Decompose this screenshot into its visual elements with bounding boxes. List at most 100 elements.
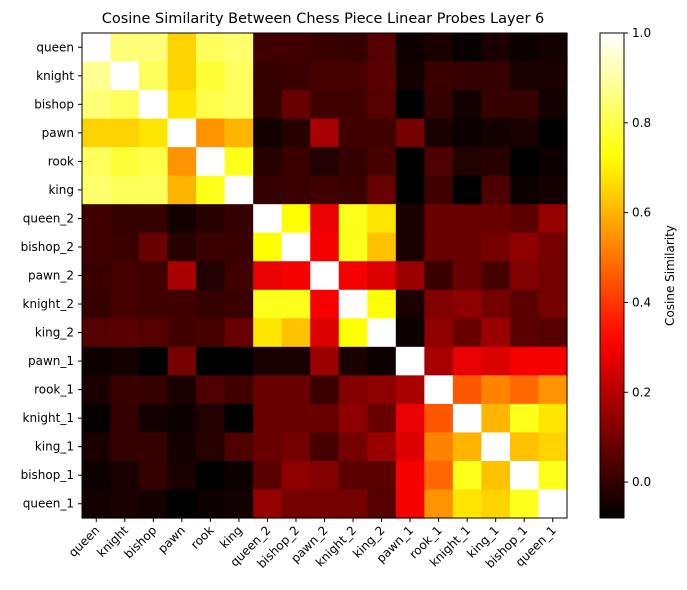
heatmap-cell (395, 261, 425, 291)
heatmap-cell (481, 432, 511, 462)
heatmap-cell (224, 403, 254, 434)
heatmap-cell (481, 33, 511, 63)
heatmap-cell (82, 61, 112, 91)
heatmap-cell (481, 318, 511, 348)
heatmap-cell (110, 289, 140, 319)
heatmap-cell (338, 147, 368, 177)
heatmap-cell (452, 289, 483, 319)
heatmap-cell (424, 90, 454, 120)
heatmap-cell (139, 375, 169, 405)
heatmap-cell (82, 204, 112, 234)
heatmap-cell (481, 204, 511, 234)
heatmap-cell (424, 346, 454, 376)
heatmap-cell (452, 61, 483, 91)
heatmap-cell (452, 318, 483, 348)
heatmap-cell (82, 261, 112, 291)
heatmap-cell (452, 460, 483, 491)
heatmap-cell (310, 403, 340, 434)
heatmap-cell (452, 147, 483, 177)
heatmap-cell (310, 460, 340, 491)
heatmap-cell (395, 118, 425, 148)
heatmap-cell (224, 118, 254, 148)
heatmap-cell (310, 318, 340, 348)
heatmap-cell (310, 204, 340, 234)
y-tick-label: knight (36, 69, 74, 83)
heatmap-cell (167, 118, 197, 148)
heatmap-cell (310, 90, 340, 120)
heatmap-cell (82, 318, 112, 348)
heatmap-cell (367, 346, 397, 376)
heatmap-cell (395, 90, 425, 120)
heatmap-cell (424, 261, 454, 291)
heatmap-cell (538, 403, 568, 434)
heatmap-cell (139, 289, 169, 319)
heatmap-cell (452, 489, 483, 519)
heatmap-cell (452, 432, 483, 462)
heatmap-cell (424, 61, 454, 91)
heatmap-cell (395, 175, 425, 205)
heatmap-cell (395, 33, 425, 63)
heatmap-cell (424, 175, 454, 205)
heatmap-cell (224, 460, 254, 491)
heatmap-cell (509, 147, 540, 177)
y-tick-label: king (48, 183, 74, 197)
heatmap-cell (509, 432, 540, 462)
heatmap-cell (224, 289, 254, 319)
heatmap-cell (338, 489, 368, 519)
heatmap-cell (139, 147, 169, 177)
y-tick-label: rook_1 (34, 383, 74, 397)
heatmap-cell (395, 289, 425, 319)
heatmap-cell (481, 346, 511, 376)
heatmap-cell (82, 403, 112, 434)
heatmap-cell (310, 261, 340, 291)
heatmap-cell (110, 432, 140, 462)
heatmap-cell (82, 346, 112, 376)
heatmap-cell (281, 489, 311, 519)
heatmap-cell (338, 33, 368, 63)
colorbar-tick-label: 0.6 (632, 206, 651, 220)
heatmap-cell (253, 460, 283, 491)
heatmap-cell (82, 90, 112, 120)
heatmap-cell (452, 403, 483, 434)
heatmap-cell (139, 432, 169, 462)
heatmap-cell (224, 175, 254, 205)
heatmap-cell (139, 204, 169, 234)
heatmap-cell (310, 175, 340, 205)
heatmap-cell (538, 204, 568, 234)
heatmap-cell (509, 33, 540, 63)
heatmap-cell (424, 289, 454, 319)
heatmap-cell (509, 489, 540, 519)
heatmap-cell (310, 289, 340, 319)
heatmap-cell (452, 90, 483, 120)
heatmap-cell (481, 90, 511, 120)
heatmap-cell (281, 403, 311, 434)
heatmap-cell (281, 318, 311, 348)
heatmap-cell (196, 403, 226, 434)
heatmap-cell (224, 375, 254, 405)
heatmap-cell (481, 460, 511, 491)
y-tick-label: bishop_1 (21, 468, 74, 482)
heatmap-cell (310, 375, 340, 405)
y-tick-label: queen (36, 40, 74, 54)
heatmap-cell (509, 289, 540, 319)
heatmap-cell (481, 489, 511, 519)
heatmap-cell (82, 147, 112, 177)
colorbar-tick-label: 0.2 (632, 385, 651, 399)
heatmap-cell (82, 375, 112, 405)
heatmap-cell (481, 118, 511, 148)
heatmap-cell (538, 232, 568, 262)
heatmap-cell (139, 346, 169, 376)
heatmap-cell (424, 232, 454, 262)
heatmap-cell (424, 432, 454, 462)
heatmap-cell (82, 33, 112, 63)
heatmap-cell (538, 90, 568, 120)
heatmap-cell (253, 375, 283, 405)
heatmap-cell (253, 261, 283, 291)
heatmap-cell (281, 118, 311, 148)
heatmap-cell (452, 261, 483, 291)
heatmap-cell (224, 33, 254, 63)
heatmap-cell (452, 175, 483, 205)
heatmap-cell (139, 403, 169, 434)
y-tick-label: knight_1 (23, 411, 74, 425)
heatmap-cell (338, 204, 368, 234)
